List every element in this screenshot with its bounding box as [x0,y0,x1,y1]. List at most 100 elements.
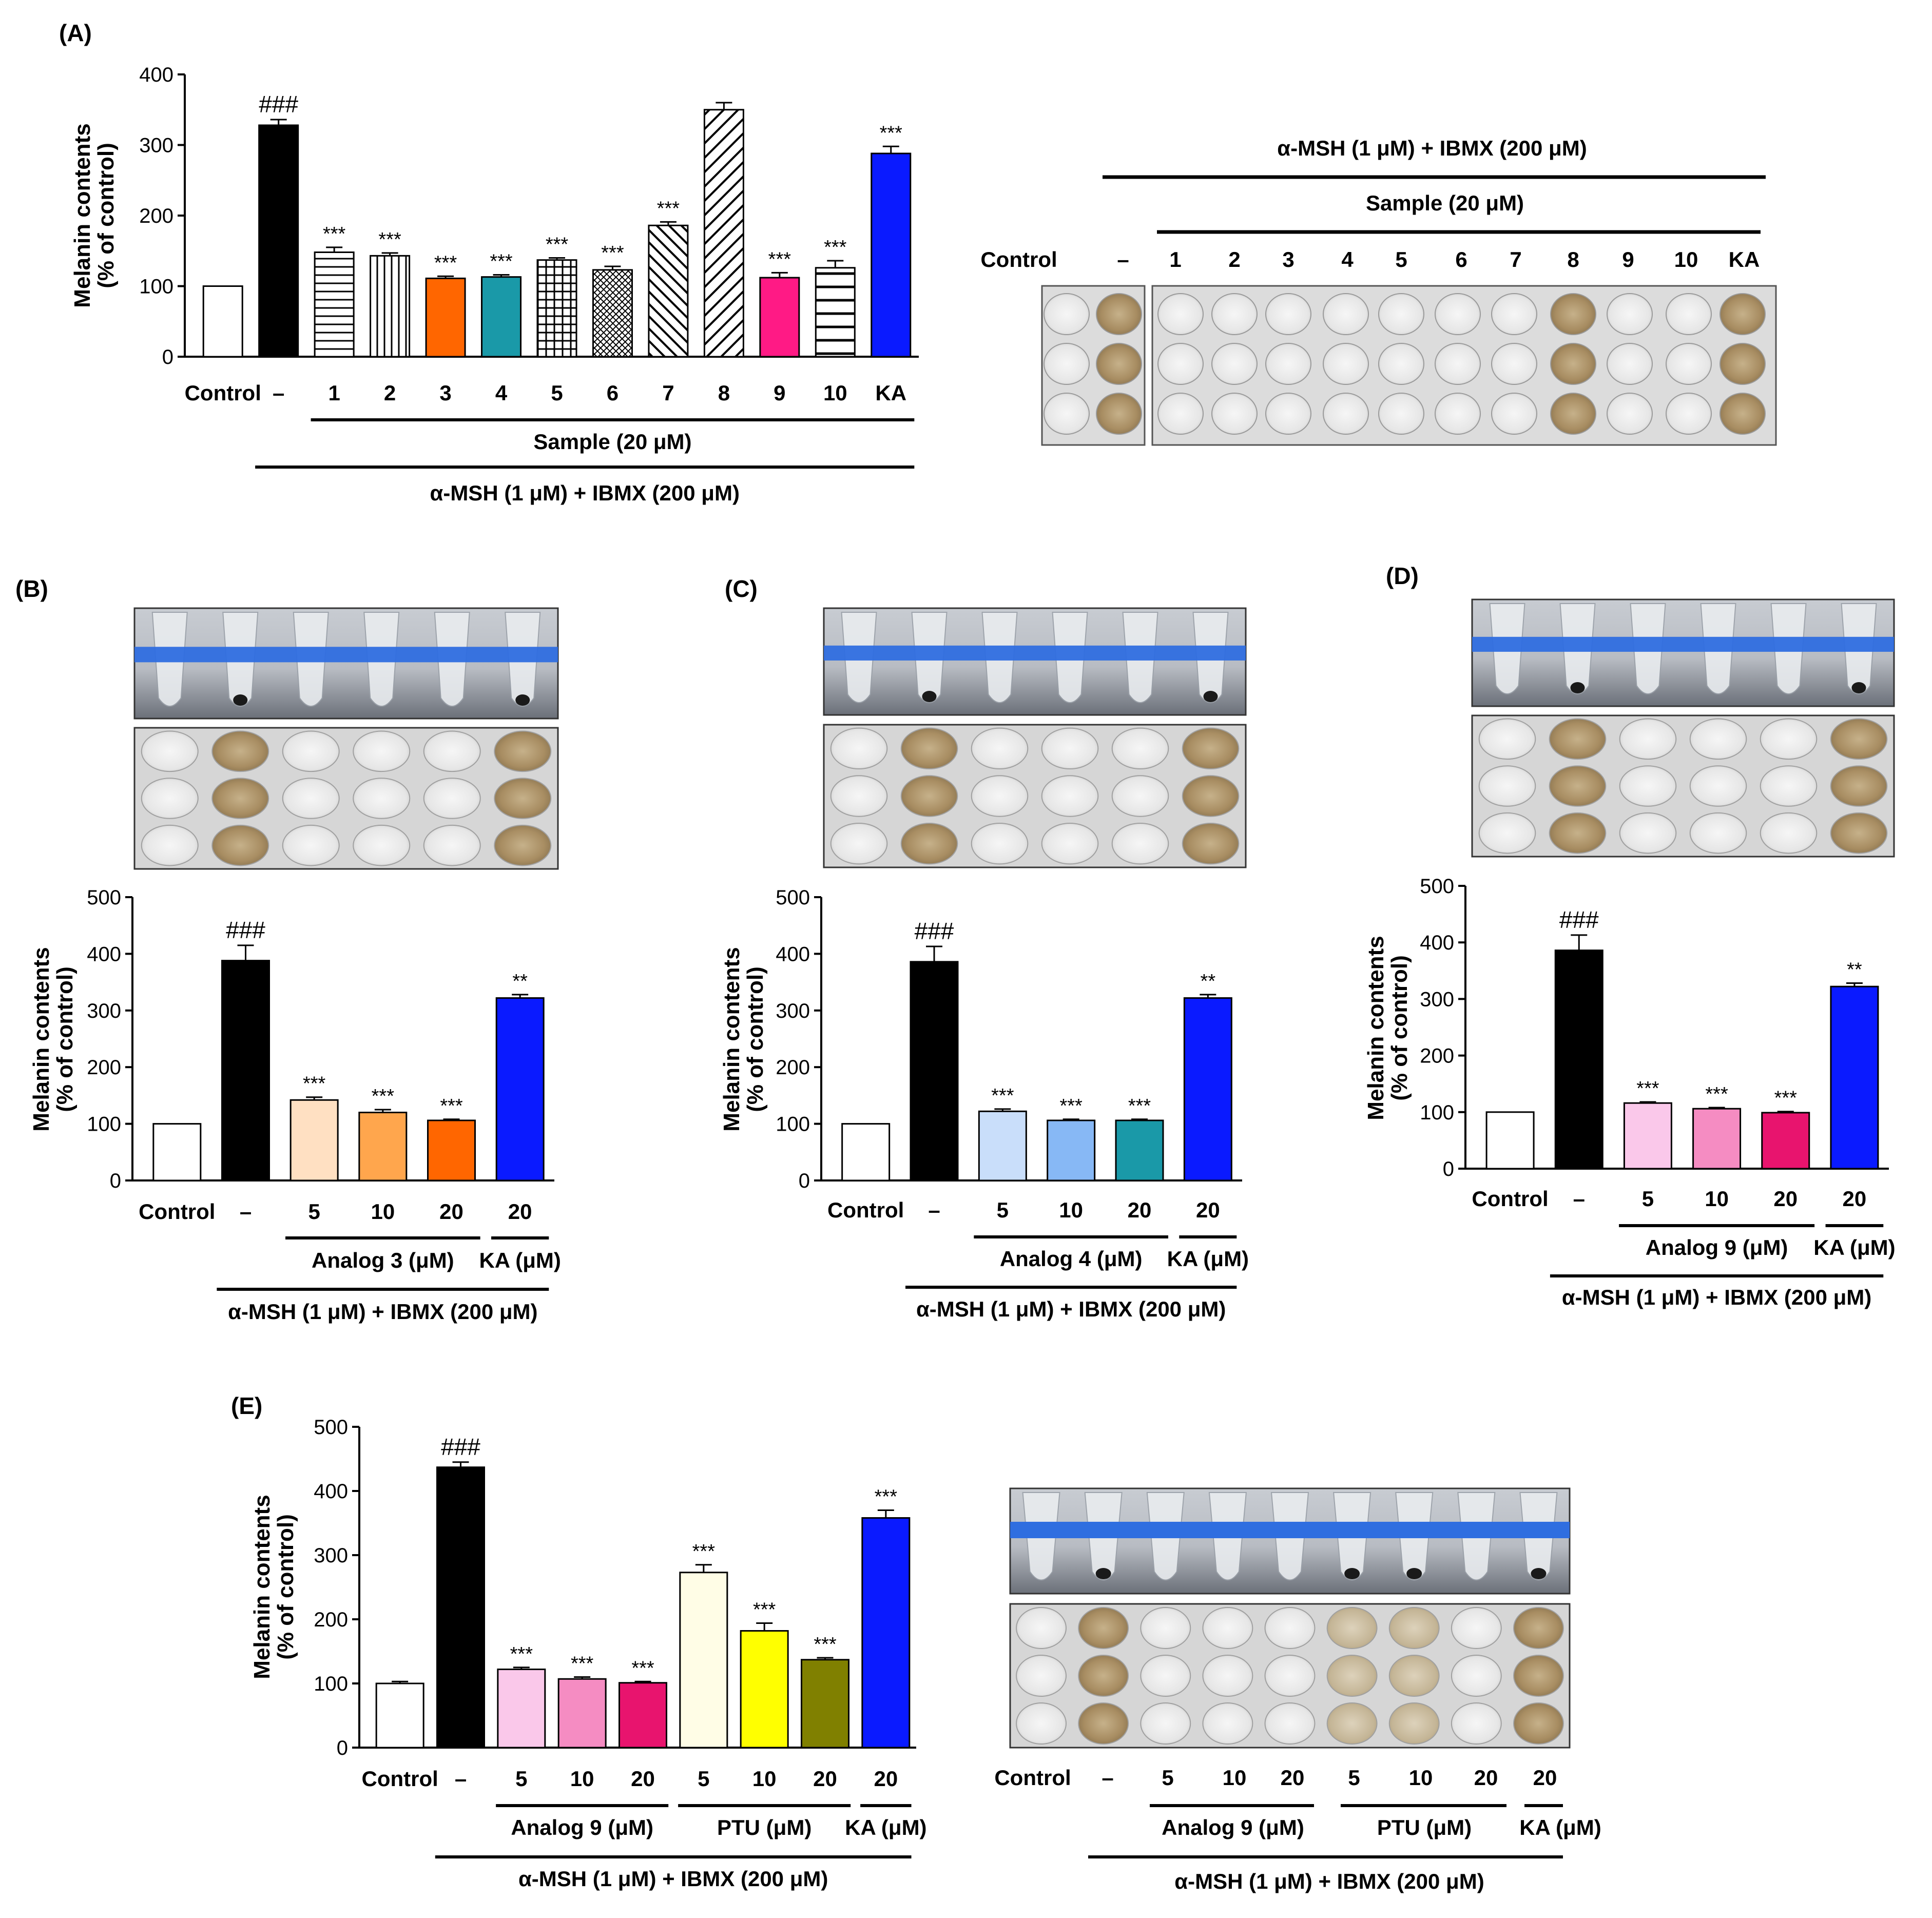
bar [1761,1112,1810,1170]
x-tick-label: 20 [508,1199,532,1224]
photo-c-well [900,822,958,865]
group-label: KA (μM) [1167,1247,1249,1271]
photo-c-well [971,775,1029,817]
significance-hash: ### [259,91,298,118]
photo-c-well [1041,775,1099,817]
photo-e-lane-label: 10 [1409,1766,1433,1790]
plate-well [1378,393,1424,435]
plate-well [1491,343,1537,385]
panel-label-d: (D) [1386,563,1419,589]
panel-label-c: (C) [725,575,758,602]
photo-b-well [282,824,340,866]
photo-b-well [423,778,481,819]
significance-stars: *** [510,1643,533,1665]
significance-stars: ** [1201,971,1216,992]
photo-e-lane-label: 10 [1223,1766,1247,1790]
photo-b-well [494,730,552,772]
y-tick-label: 400 [1420,932,1454,954]
plate-well [1157,293,1204,335]
photo-a-lane-label: 9 [1622,247,1634,272]
photo-b-well [282,730,340,772]
significance-stars: *** [303,1073,326,1095]
x-tick-label: 10 [752,1767,777,1791]
photo-c-well [830,727,888,770]
plate-well [1323,393,1369,435]
plate-well [1157,343,1204,385]
y-tick-label: 0 [110,1170,121,1192]
group-label: KA (μM) [1813,1235,1895,1260]
photo-d-well [1760,718,1818,760]
photo-c-well [971,727,1029,770]
photo-e-group-label: PTU (μM) [1377,1815,1472,1839]
photo-e-well [1451,1607,1502,1649]
plate-well [1550,343,1596,385]
y-axis-title: Melanin contents(% of control) [70,123,119,307]
photo-e-well [1388,1702,1440,1745]
plate-well [1607,343,1653,385]
significance-stars: *** [880,122,903,144]
x-tick-label: Control [1472,1187,1548,1211]
bar [841,1123,891,1181]
bar [495,997,545,1181]
significance-stars: *** [490,251,513,273]
photo-a-lane-label: 5 [1395,247,1407,272]
photo-d-well [1830,812,1888,854]
bar [619,1682,667,1749]
bar [703,109,744,358]
y-axis-title-line: Melanin contents [719,947,744,1131]
photo-e-well [1140,1702,1191,1745]
photo-b-well [494,824,552,866]
bar [1623,1102,1672,1170]
plate-well [1044,293,1090,335]
x-tick-label: 20 [874,1767,898,1791]
photo-e-group-label: Analog 9 (μM) [1162,1815,1304,1839]
x-tick-label: 10 [823,381,847,405]
photo-e-lane-label: 20 [1281,1766,1305,1790]
photo-a-lane-label: 1 [1169,247,1181,272]
group-label: α-MSH (1 μM) + IBMX (200 μM) [228,1300,537,1324]
y-axis-title-line: Melanin contents [249,1495,275,1679]
y-axis-title: Melanin contents(% of control) [719,947,768,1131]
photo-b-well [282,778,340,819]
y-axis-title-line: (% of control) [743,966,768,1112]
significance-stars: *** [692,1541,716,1562]
y-tick-label: 100 [776,1113,810,1136]
group-label: α-MSH (1 μM) + IBMX (200 μM) [518,1867,828,1891]
photo-c-pellet [922,691,937,702]
group-label: α-MSH (1 μM) + IBMX (200 μM) [430,481,740,505]
y-tick-label: 0 [337,1737,348,1759]
y-tick-label: 500 [776,886,810,909]
group-label: KA (μM) [845,1815,926,1839]
y-tick-label: 0 [1443,1158,1454,1180]
significance-stars: *** [1059,1095,1083,1117]
y-tick-label: 200 [139,205,173,227]
bar [1830,985,1879,1170]
bar [289,1099,339,1181]
y-axis-title: Melanin contents(% of control) [249,1495,298,1679]
photo-e-well [1451,1655,1502,1697]
x-tick-label: KA [875,381,906,405]
photo-d-pellet [1851,682,1866,693]
bar [358,1112,408,1181]
photo-d-plate-photo [1471,714,1895,858]
photo-b-well [211,778,269,819]
bar [436,1466,485,1749]
significance-stars: *** [1705,1083,1728,1105]
y-tick-label: 300 [1420,988,1454,1011]
panel-label-b: (B) [15,575,48,602]
x-tick-label: 10 [570,1767,594,1791]
photo-b-well [141,730,199,772]
photo-e-well [1078,1607,1129,1649]
bar [1485,1111,1535,1170]
x-tick-label: 3 [439,381,451,405]
x-tick-label: 20 [813,1767,837,1791]
y-tick-label: 400 [139,64,173,86]
photo-c-well [1041,822,1099,865]
significance-stars: *** [1636,1078,1659,1099]
significance-stars: *** [824,237,847,258]
x-tick-label: – [273,381,284,405]
photo-d-well [1830,718,1888,760]
photo-b-well [353,824,411,866]
photo-e-pellet [1344,1568,1360,1579]
photo-c-rack [824,645,1246,661]
